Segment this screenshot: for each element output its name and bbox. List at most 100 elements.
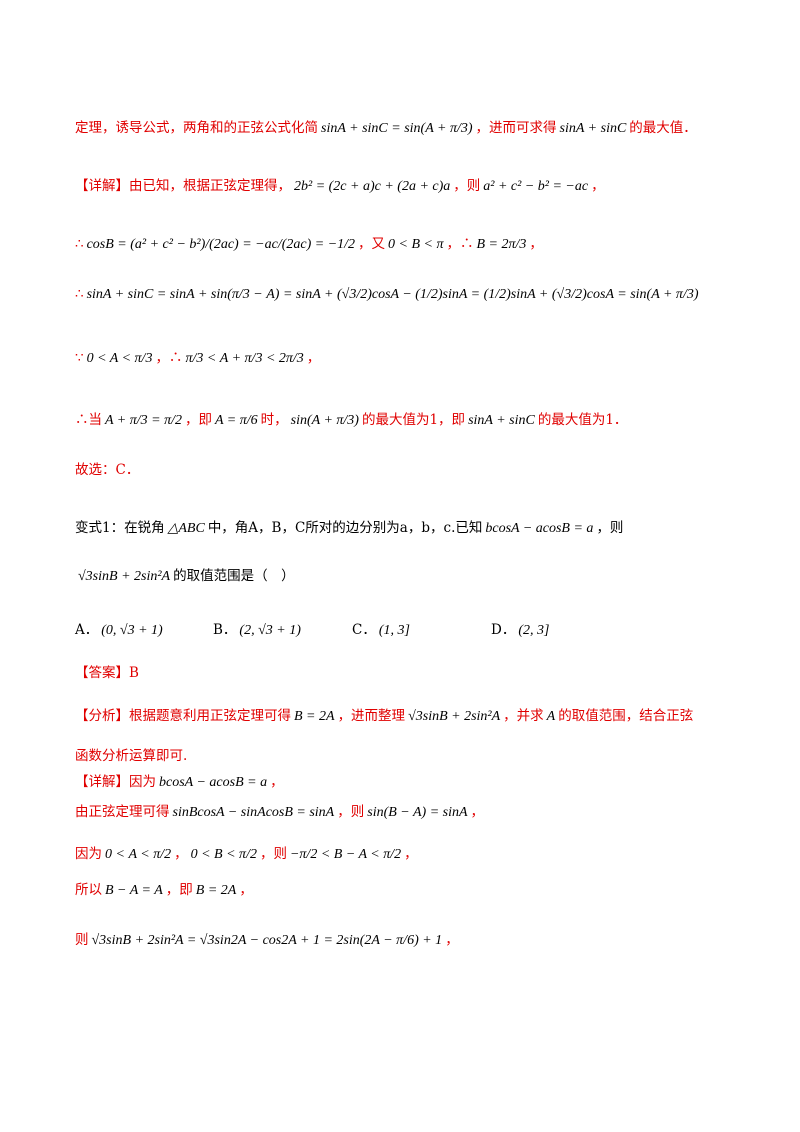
text: ， <box>529 236 543 252</box>
text-line: 因为 0 < A < π/2， 0 < B < π/2 ，则 −π/2 < B − A … <box>75 844 418 865</box>
text: ， <box>306 350 321 366</box>
text-line: ∵ 0 < A < π/3 ，∴ π/3 < A + π/3 < 2π/3， <box>75 348 320 369</box>
text: 函数分析运算即可. <box>75 748 188 764</box>
text: 【详解】因为 <box>75 774 156 790</box>
text: D． <box>491 622 516 638</box>
text: 故选：C． <box>75 462 140 478</box>
text: 的取值范围，结合正弦 <box>558 708 694 724</box>
text: ，并求 <box>503 708 544 724</box>
text-line: ∴ cosB = (a² + c² − b²)/(2ac) = −ac/(2ac)… <box>75 234 543 255</box>
formula: B = 2π/3 <box>476 237 527 252</box>
formula: π/3 < A + π/3 < 2π/3 <box>185 351 304 366</box>
formula: √3sinB + 2sin²A <box>78 569 171 584</box>
text-line: A． (0, √3 + 1) <box>75 620 166 641</box>
text-line: 函数分析运算即可. <box>75 746 187 766</box>
text: B． <box>213 622 237 638</box>
formula: 0 < A < π/2 <box>105 847 172 862</box>
formula: (2, √3 + 1) <box>239 623 301 638</box>
text: ，则 <box>596 520 624 536</box>
text: 【详解】由已知，根据正弦定理得， <box>75 178 291 194</box>
formula: sin(A + π/3) <box>290 413 359 428</box>
text: 因为 <box>75 846 102 862</box>
text: 则 <box>75 932 89 948</box>
formula: A <box>546 709 556 724</box>
text: ∵ <box>75 350 84 366</box>
formula: sinA + sinC <box>468 413 535 428</box>
text: ，即 <box>165 882 193 898</box>
text: ， <box>445 932 459 948</box>
formula: B − A = A <box>105 883 163 898</box>
text-line: 由正弦定理可得 sinBcosA − sinAcosB = sinA ，则 sin(B… <box>75 802 484 823</box>
text-line: √3sinB + 2sin²A 的取值范围是（ ） <box>75 566 295 587</box>
text: ∴ <box>75 236 84 252</box>
formula: √3sinB + 2sin²A = √3sin2A − cos2A + 1 = … <box>91 933 443 948</box>
formula: cosB = (a² + c² − b²)/(2ac) = −ac/(2ac) … <box>86 237 356 252</box>
formula: (1, 3] <box>378 623 410 638</box>
text: ，则 <box>259 846 287 862</box>
text-line: ∴当 A + π/3 = π/2 ，即 A = π/6 时， sin(A + π/3) 的最… <box>75 410 627 431</box>
text: ∴ <box>75 286 84 302</box>
formula: △ABC <box>167 521 205 536</box>
text-line: 变式1：在锐角 △ABC 中，角A，B，C所对的边分别为a，b，c.已知 bcosA … <box>75 518 623 539</box>
formula: B = 2A <box>195 883 237 898</box>
text-line: B． (2, √3 + 1) <box>213 620 304 641</box>
formula: 2b² = (2c + a)c + (2a + c)a <box>294 179 451 194</box>
text-line: 则 √3sinB + 2sin²A = √3sin2A − cos2A + 1 =… <box>75 930 459 951</box>
text: ∴当 <box>75 412 102 428</box>
text: ，又 <box>358 236 386 252</box>
text: ，即 <box>185 412 212 428</box>
text-line: C． (1, 3] <box>352 620 413 641</box>
text: ， <box>470 804 485 820</box>
formula: sinA + sinC = sinA + sin(π/3 − A) = sinA… <box>86 287 699 302</box>
formula: 0 < B < π <box>388 237 444 252</box>
formula: (0, √3 + 1) <box>101 623 163 638</box>
text: 由正弦定理可得 <box>75 804 170 820</box>
formula: bcosA − acosB = a <box>485 521 594 536</box>
formula: A + π/3 = π/2 <box>105 413 182 428</box>
text: A． <box>75 622 99 638</box>
text: ，∴ <box>446 236 474 252</box>
formula: sinA + sinC = sin(A + π/3) <box>321 121 473 136</box>
text: 定理，诱导公式，两角和的正弦公式化简 <box>75 120 318 136</box>
text: C． <box>352 622 376 638</box>
text-line: 【详解】由已知，根据正弦定理得， 2b² = (2c + a)c + (2a + … <box>75 176 605 197</box>
text-line: 定理，诱导公式，两角和的正弦公式化简 sinA + sinC = sin(A + … <box>75 118 697 139</box>
text-line: 故选：C． <box>75 460 139 480</box>
text: ，进而可求得 <box>475 120 557 136</box>
text: 所以 <box>75 882 102 898</box>
text-line: 【分析】根据题意利用正弦定理可得 B = 2A ，进而整理 √3sinB + 2sin… <box>75 706 693 727</box>
formula: √3sinB + 2sin²A <box>408 709 501 724</box>
text: ， <box>404 846 418 862</box>
text-line: ∴ sinA + sinC = sinA + sin(π/3 − A) = sin… <box>75 284 702 305</box>
text: ，∴ <box>155 350 183 366</box>
text: ，则 <box>453 178 481 194</box>
formula: −π/2 < B − A < π/2 <box>289 847 402 862</box>
formula: sin(B − A) = sinA <box>367 805 468 820</box>
formula: 0 < B < π/2 <box>190 847 257 862</box>
text: 中，角A，B，C所对的边分别为a，b，c.已知 <box>207 520 483 536</box>
text: 【分析】根据题意利用正弦定理可得 <box>75 708 291 724</box>
text-line: 所以 B − A = A ，即 B = 2A， <box>75 880 253 901</box>
text: ， <box>591 178 605 194</box>
text-line: 【答案】B <box>75 663 139 683</box>
formula: a² + c² − b² = −ac <box>483 179 589 194</box>
text: ，进而整理 <box>337 708 406 724</box>
text: ，则 <box>337 804 365 820</box>
formula: B = 2A <box>294 709 335 724</box>
text-line: D． (2, 3] <box>491 620 552 641</box>
text: 的最大值为1，即 <box>361 412 466 428</box>
text: ， <box>174 846 188 862</box>
formula: sinA + sinC <box>559 121 627 136</box>
text: ， <box>270 774 284 790</box>
text: 的最大值为1． <box>537 412 628 428</box>
text: 【答案】B <box>75 665 139 681</box>
formula: sinBcosA − sinAcosB = sinA <box>172 805 335 820</box>
text-line: 【详解】因为 bcosA − acosB = a， <box>75 772 284 793</box>
text: 时， <box>260 412 288 428</box>
formula: 0 < A < π/3 <box>86 351 153 366</box>
formula: (2, 3] <box>518 623 550 638</box>
formula: A = π/6 <box>215 413 258 428</box>
text: ， <box>239 882 253 898</box>
text: 的取值范围是（ ） <box>173 568 295 584</box>
